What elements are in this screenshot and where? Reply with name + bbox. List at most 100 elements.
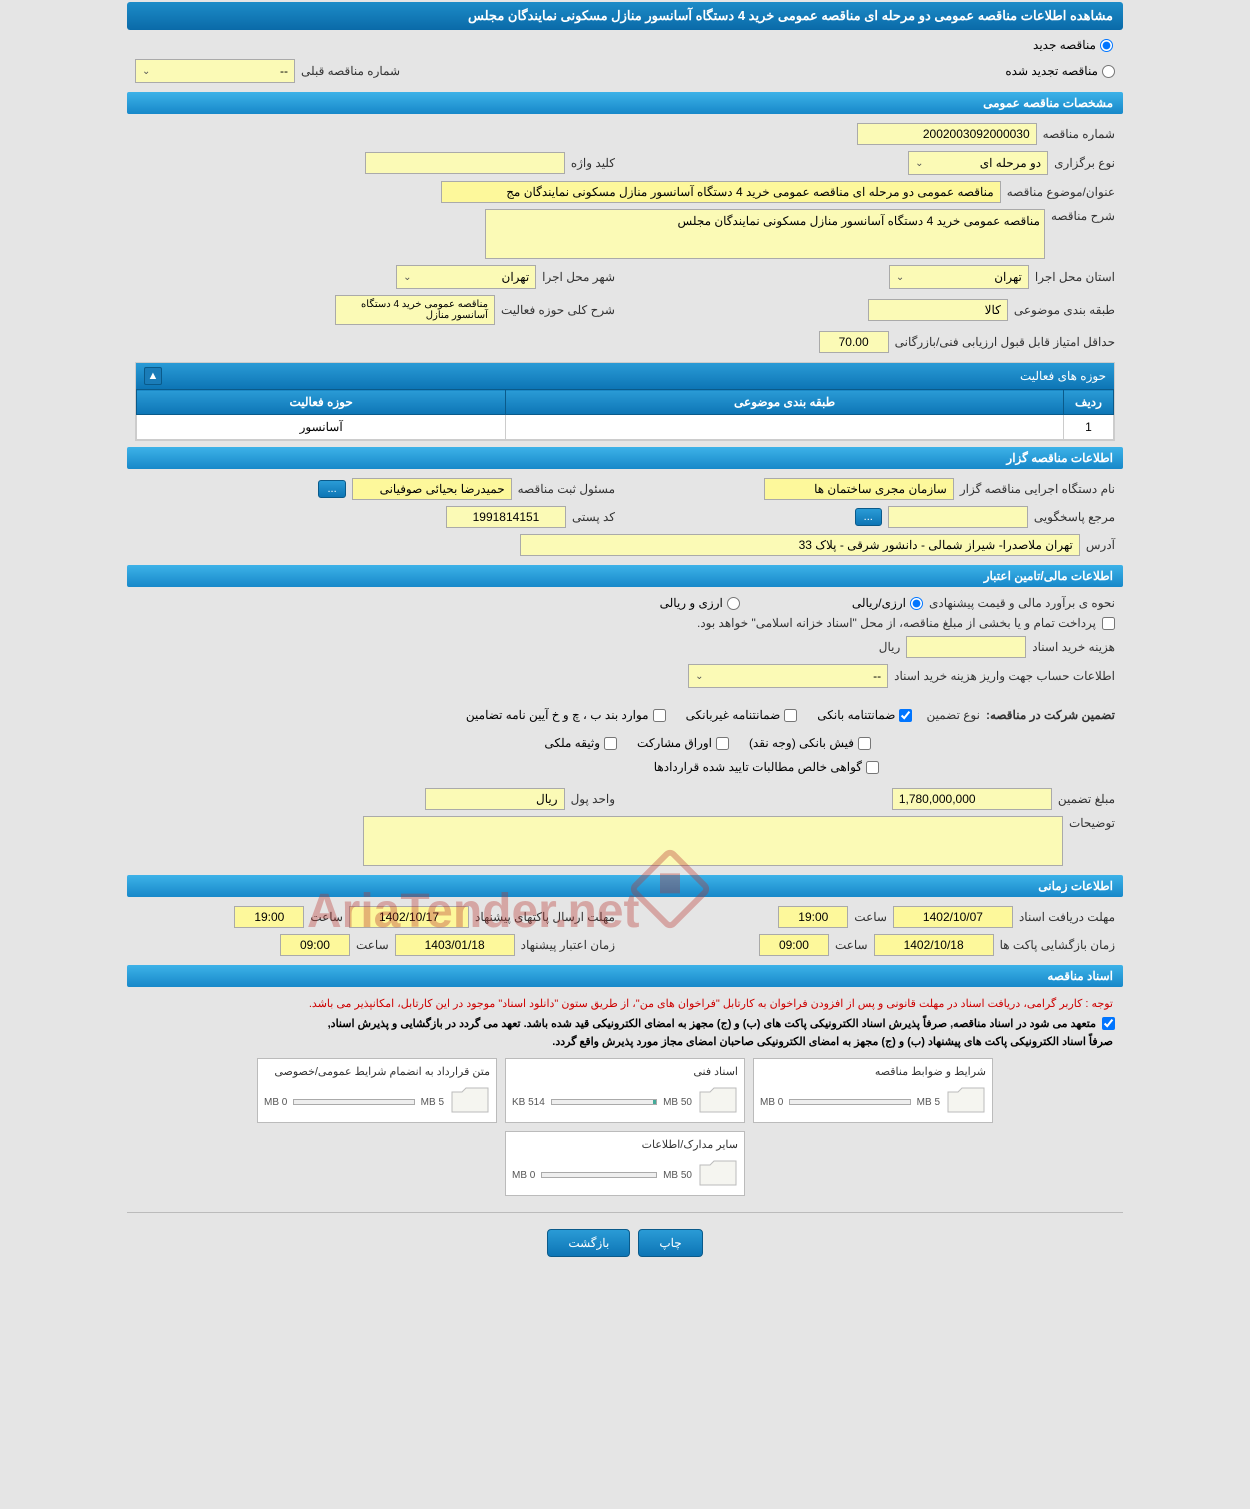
chevron-down-icon: ⌄ (142, 66, 150, 77)
tender-new-radio[interactable]: مناقصه جدید (1033, 38, 1113, 52)
chevron-down-icon: ⌄ (896, 272, 904, 283)
tender-renewed-radio-input[interactable] (1102, 65, 1115, 78)
account-select[interactable]: -- ⌄ (688, 664, 888, 688)
doc-title: شرایط و ضوابط مناقصه (760, 1065, 986, 1078)
currency-ir-radio[interactable]: ارزی/ریالی (852, 596, 923, 610)
province-label: استان محل اجرا (1035, 270, 1115, 284)
doc-used: 0 MB (512, 1170, 535, 1181)
row-n: 1 (1064, 415, 1114, 440)
col-row: ردیف (1064, 390, 1114, 415)
doc-cost-unit: ریال (879, 640, 901, 654)
org-name-label: نام دستگاه اجرایی مناقصه گزار (960, 482, 1115, 496)
account-label: اطلاعات حساب جهت واریز هزینه خرید اسناد (894, 669, 1115, 683)
validity-date: 1403/01/18 (395, 934, 515, 956)
commitment-checkbox[interactable] (1102, 1017, 1115, 1030)
section-documents: اسناد مناقصه (127, 965, 1123, 987)
tender-new-label: مناقصه جدید (1033, 38, 1096, 52)
g-property[interactable]: وثیقه ملکی (544, 736, 617, 750)
keyword-field[interactable] (365, 152, 565, 174)
currency-fr-label: ارزی و ریالی (660, 596, 723, 610)
folder-icon (698, 1157, 738, 1189)
progress-bar (293, 1099, 414, 1105)
number-label: شماره مناقصه (1043, 127, 1115, 141)
unit-field: ریال (425, 788, 565, 810)
g-bank[interactable]: ضمانتنامه بانکی (817, 708, 912, 722)
officer-label: مسئول ثبت مناقصه (518, 482, 615, 496)
doc-note-red: توجه : کاربر گرامی، دریافت اسناد در مهلت… (127, 993, 1123, 1014)
officer-more-button[interactable]: ... (318, 480, 345, 498)
doc-title: اسناد فنی (512, 1065, 738, 1078)
notes-label: توضیحات (1069, 816, 1115, 830)
city-select[interactable]: تهران ⌄ (396, 265, 536, 289)
officer-field: حمیدرضا بحیائی صوفیانی (352, 478, 512, 500)
print-button[interactable]: چاپ (638, 1229, 702, 1257)
chevron-down-icon: ⌄ (695, 671, 703, 682)
province-select[interactable]: تهران ⌄ (889, 265, 1029, 289)
address-label: آدرس (1086, 538, 1115, 552)
open-date: 1402/10/18 (874, 934, 994, 956)
g-nonbank[interactable]: ضمانتنامه غیربانکی (686, 708, 798, 722)
doc-cost-field[interactable] (906, 636, 1026, 658)
currency-ir-label: ارزی/ریالی (852, 596, 906, 610)
currency-ir-input[interactable] (910, 597, 923, 610)
description-field[interactable]: مناقصه عمومی خرید 4 دستگاه آسانسور منازل… (485, 209, 1045, 259)
chevron-down-icon: ⌄ (403, 272, 411, 283)
time-label4: ساعت (356, 938, 389, 952)
min-score-field: 70.00 (819, 331, 889, 353)
collapse-button[interactable]: ▲ (144, 367, 162, 385)
open-time: 09:00 (759, 934, 829, 956)
doc-total: 5 MB (421, 1097, 444, 1108)
receive-label: مهلت دریافت اسناد (1019, 910, 1115, 924)
type-select[interactable]: دو مرحله ای ⌄ (908, 151, 1048, 175)
doc-note1: متعهد می شود در اسناد مناقصه, صرفاً پذیر… (328, 1017, 1096, 1030)
g-receivables[interactable]: گواهی خالص مطالبات تایید شده قراردادها (654, 760, 879, 774)
city-label: شهر محل اجرا (542, 270, 615, 284)
g-cash[interactable]: فیش بانکی (وجه نقد) (749, 736, 871, 750)
amount-field: 1,780,000,000 (892, 788, 1052, 810)
doc-total: 5 MB (917, 1097, 940, 1108)
doc-card[interactable]: سایر مدارک/اطلاعات 50 MB 0 MB (505, 1131, 745, 1196)
notes-field[interactable] (363, 816, 1063, 866)
tender-renewed-radio[interactable]: مناقصه تجدید شده (1005, 64, 1115, 78)
doc-title: متن قرارداد به انضمام شرایط عمومی/خصوصی (264, 1065, 490, 1078)
activity-desc-label: شرح کلی حوزه فعالیت (501, 303, 615, 317)
postal-field: 1991814151 (446, 506, 566, 528)
folder-icon (698, 1084, 738, 1116)
method-label: نحوه ی برآورد مالی و قیمت پیشنهادی (929, 596, 1115, 610)
validity-label: زمان اعتبار پیشنهاد (521, 938, 615, 952)
doc-card[interactable]: متن قرارداد به انضمام شرایط عمومی/خصوصی … (257, 1058, 497, 1123)
unit-label: واحد پول (571, 792, 615, 806)
open-label: زمان بازگشایی پاکت ها (1000, 938, 1115, 952)
description-label: شرح مناقصه (1051, 209, 1115, 223)
currency-fr-input[interactable] (727, 597, 740, 610)
doc-total: 50 MB (663, 1170, 692, 1181)
back-button[interactable]: بازگشت (547, 1229, 630, 1257)
page-title: مشاهده اطلاعات مناقصه عمومی دو مرحله ای … (127, 2, 1123, 30)
send-time: 19:00 (234, 906, 304, 928)
type-label: نوع برگزاری (1054, 156, 1115, 170)
payment-note-checkbox[interactable] (1102, 617, 1115, 630)
send-label: مهلت ارسال پاکتهای پیشنهاد (475, 910, 615, 924)
receive-time: 19:00 (778, 906, 848, 928)
contact-more-button[interactable]: ... (855, 508, 882, 526)
prev-number-select[interactable]: -- ⌄ (135, 59, 295, 83)
doc-used: 0 MB (264, 1097, 287, 1108)
currency-fr-radio[interactable]: ارزی و ریالی (660, 596, 740, 610)
progress-bar (789, 1099, 910, 1105)
doc-note2: صرفاً اسناد الکترونیکی پاکت های پیشنهاد … (127, 1033, 1123, 1050)
section-timing: اطلاعات زمانی (127, 875, 1123, 897)
guarantee-label: تضمین شرکت در مناقصه: (986, 708, 1115, 722)
g-bylaw[interactable]: موارد بند ب ، چ و خ آیین نامه تضامین (466, 708, 666, 722)
category-label: طبقه بندی موضوعی (1014, 303, 1115, 317)
g-bonds[interactable]: اوراق مشارکت (637, 736, 729, 750)
tender-new-radio-input[interactable] (1100, 39, 1113, 52)
keyword-label: کلید واژه (571, 156, 615, 170)
tender-renewed-label: مناقصه تجدید شده (1005, 64, 1098, 78)
doc-card[interactable]: اسناد فنی 50 MB 514 KB (505, 1058, 745, 1123)
min-score-label: حداقل امتیاز قابل قبول ارزیابی فنی/بازرگ… (895, 335, 1115, 349)
doc-card[interactable]: شرایط و ضوابط مناقصه 5 MB 0 MB (753, 1058, 993, 1123)
doc-used: 0 MB (760, 1097, 783, 1108)
subject-label: عنوان/موضوع مناقصه (1007, 185, 1115, 199)
contact-field[interactable] (888, 506, 1028, 528)
receive-date: 1402/10/07 (893, 906, 1013, 928)
